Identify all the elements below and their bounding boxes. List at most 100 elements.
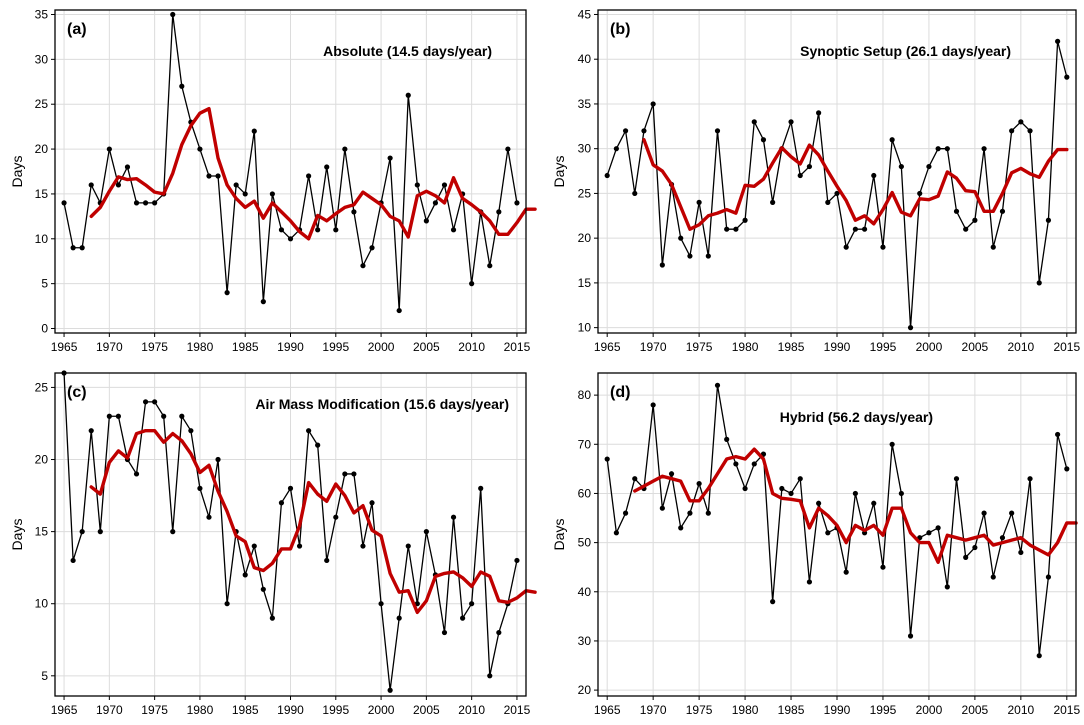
data-point (788, 490, 794, 497)
data-point (659, 262, 665, 268)
data-point (714, 382, 721, 388)
x-tick-label: 2005 (962, 340, 989, 354)
data-point (788, 119, 794, 125)
data-point (751, 119, 757, 125)
data-point (678, 235, 684, 241)
data-point (806, 163, 813, 170)
data-point (115, 413, 121, 419)
data-point (990, 244, 996, 250)
data-point (760, 137, 767, 143)
data-point (469, 281, 475, 287)
x-tick-label: 2010 (458, 340, 485, 354)
data-point (861, 226, 868, 232)
data-point (632, 190, 638, 197)
data-point (360, 263, 366, 269)
data-point (133, 200, 140, 206)
x-tick-label: 1965 (51, 703, 78, 717)
data-point (696, 481, 702, 487)
data-point (487, 263, 493, 269)
data-point (724, 226, 730, 232)
x-tick-label: 1970 (96, 340, 123, 354)
data-point (224, 601, 230, 607)
data-point (972, 217, 978, 223)
x-tick-label: 2000 (368, 703, 395, 717)
data-point (880, 244, 886, 250)
data-point (342, 146, 348, 152)
data-point (1064, 74, 1070, 80)
y-tick-label: 80 (578, 388, 592, 402)
chart-svg-d: 1965 1970 1975 1980 1985 1990 1995 2000 2005 2010… (551, 372, 1080, 717)
data-point (972, 544, 978, 551)
y-tick-label: 20 (35, 142, 49, 156)
grid (598, 10, 1076, 333)
data-point (324, 557, 330, 564)
data-point (733, 461, 739, 467)
x-tick-label: 1990 (824, 703, 851, 717)
x-tick-label: 2005 (413, 703, 440, 717)
data-point (917, 190, 923, 197)
y-tick-label: 15 (35, 187, 49, 201)
x-tick-label: 2010 (458, 703, 485, 717)
x-tick-label: 1995 (322, 703, 349, 717)
data-point (779, 485, 785, 492)
moving-average-line (642, 138, 1069, 231)
x-tick-label: 1970 (640, 703, 667, 717)
plot-frame (54, 9, 527, 334)
data-point (61, 200, 67, 206)
data-point (668, 471, 675, 477)
data-point (441, 629, 448, 636)
data-point (963, 554, 969, 560)
x-tick-label: 2010 (1007, 703, 1034, 717)
data-point (724, 436, 730, 442)
data-point (816, 500, 822, 506)
data-point (333, 227, 339, 233)
panel-title: Synoptic Setup (26.1 days/year) (800, 43, 1011, 59)
y-tick-label: 25 (35, 380, 49, 394)
data-point (999, 208, 1006, 214)
data-point (889, 441, 895, 447)
data-point (714, 128, 721, 134)
panel-label: (d) (610, 384, 630, 401)
data-point (843, 569, 849, 575)
data-point (880, 564, 886, 570)
data-point (179, 83, 185, 89)
x-tick-label: 1980 (732, 340, 759, 354)
data-point (296, 543, 303, 549)
data-point (242, 191, 248, 197)
data-point (806, 579, 813, 585)
data-point (999, 535, 1006, 541)
data-point (97, 529, 103, 535)
data-point (1018, 119, 1024, 125)
data-point (944, 146, 950, 152)
x-tick-label: 2000 (368, 340, 395, 354)
data-point (432, 200, 439, 206)
data-point (197, 485, 203, 491)
data-point (687, 510, 693, 516)
x-tick-label: 2015 (504, 340, 531, 354)
panel-label: (a) (67, 21, 87, 38)
data-point (1045, 217, 1052, 223)
data-point (889, 137, 895, 143)
data-point (1036, 653, 1042, 659)
y-tick-label: 70 (578, 437, 592, 451)
y-tick-label: 50 (578, 536, 592, 550)
data-point (751, 461, 757, 467)
data-point (188, 428, 194, 434)
data-point (825, 199, 831, 205)
data-point (990, 574, 996, 580)
data-point (963, 226, 969, 232)
data-point (152, 399, 158, 405)
data-point (1055, 38, 1061, 44)
moving-average-line (633, 447, 1078, 564)
data-point (206, 173, 212, 179)
panel-label: (c) (67, 384, 87, 401)
data-point (315, 442, 321, 448)
data-point (650, 101, 656, 107)
y-tick-label: 5 (41, 669, 48, 683)
chart-svg-a: 1965 1970 1975 1980 1985 1990 1995 2000 2005 2010… (9, 7, 537, 354)
data-point (369, 500, 375, 506)
data-point (1009, 128, 1015, 134)
data-point (197, 146, 203, 152)
data-point (953, 476, 960, 482)
data-point (1036, 280, 1042, 286)
